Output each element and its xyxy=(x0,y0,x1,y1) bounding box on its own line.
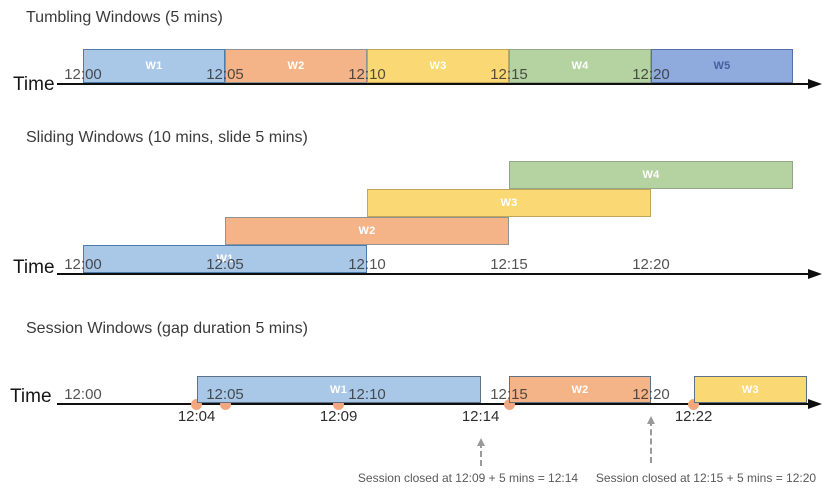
tick-label: 12:10 xyxy=(348,386,386,403)
tick-label: 12:15 xyxy=(490,66,528,83)
event-time-label: 12:14 xyxy=(461,408,500,425)
tick-label: 12:00 xyxy=(64,386,102,403)
event-time-label: 12:22 xyxy=(674,408,713,425)
tick-label: 12:05 xyxy=(206,386,244,403)
tick-label: 12:20 xyxy=(632,386,670,403)
window-label: W2 xyxy=(287,60,305,72)
window-box-w3: W3 xyxy=(693,376,808,403)
dashed-arrow-icon xyxy=(476,438,485,466)
window-box-w1: W1 xyxy=(83,49,225,83)
window-label: W1 xyxy=(216,253,234,265)
event-dot xyxy=(333,398,345,410)
tick-label: 12:00 xyxy=(64,256,102,273)
window-box-w4: W4 xyxy=(509,161,793,189)
session-time-axis-label: Time xyxy=(10,386,52,407)
window-box-w2: W2 xyxy=(509,376,651,403)
window-label: W3 xyxy=(500,197,518,209)
window-label: W1 xyxy=(330,383,348,396)
event-dot xyxy=(503,398,515,410)
tick-label: 12:20 xyxy=(632,66,670,83)
window-label: W4 xyxy=(642,169,660,181)
window-label: W4 xyxy=(571,60,589,72)
sliding-section-title: Sliding Windows (10 mins, slide 5 mins) xyxy=(26,129,308,146)
window-box-w4: W4 xyxy=(509,49,651,83)
window-label: W3 xyxy=(429,60,447,72)
event-time-label: 12:09 xyxy=(319,408,358,425)
window-box-w1: W1 xyxy=(83,245,367,273)
dashed-arrow-icon xyxy=(647,416,655,463)
window-label: W2 xyxy=(571,383,589,396)
sliding-timeline-arrowhead-icon xyxy=(808,269,822,279)
window-label: W5 xyxy=(713,60,731,72)
window-box-w3: W3 xyxy=(367,49,509,83)
window-box-w1: W1 xyxy=(196,376,481,403)
window-label: W1 xyxy=(145,60,163,72)
tick-label: 12:10 xyxy=(348,66,386,83)
tick-label: 12:10 xyxy=(348,256,386,273)
tick-label: 12:15 xyxy=(490,386,528,403)
annotation-text: Session closed at 12:09 + 5 mins = 12:14 xyxy=(357,471,579,485)
window-box-w2: W2 xyxy=(225,49,367,83)
tumbling-time-axis-label: Time xyxy=(13,74,55,95)
tumbling-timeline xyxy=(57,83,810,85)
sliding-timeline xyxy=(57,273,810,275)
window-box-w5: W5 xyxy=(651,49,793,83)
session-timeline-arrowhead-icon xyxy=(808,399,822,409)
session-timeline xyxy=(57,403,810,405)
event-time-label: 12:04 xyxy=(177,408,216,425)
tick-label: 12:05 xyxy=(206,66,244,83)
tumbling-timeline-arrowhead-icon xyxy=(808,79,822,89)
tick-label: 12:15 xyxy=(490,256,528,273)
window-box-w2: W2 xyxy=(225,217,509,245)
window-box-w3: W3 xyxy=(367,189,651,217)
tumbling-section-title: Tumbling Windows (5 mins) xyxy=(26,9,223,26)
tick-label: 12:05 xyxy=(206,256,244,273)
event-dot xyxy=(191,398,203,410)
sliding-time-axis-label: Time xyxy=(13,257,55,278)
window-label: W3 xyxy=(741,383,759,396)
annotation-text: Session closed at 12:15 + 5 mins = 12:20 xyxy=(595,471,817,485)
tick-label: 12:00 xyxy=(64,66,102,83)
tick-label: 12:20 xyxy=(632,256,670,273)
window-label: W2 xyxy=(358,225,376,237)
session-section-title: Session Windows (gap duration 5 mins) xyxy=(26,320,308,337)
event-dot xyxy=(688,398,700,410)
event-dot xyxy=(219,398,231,410)
